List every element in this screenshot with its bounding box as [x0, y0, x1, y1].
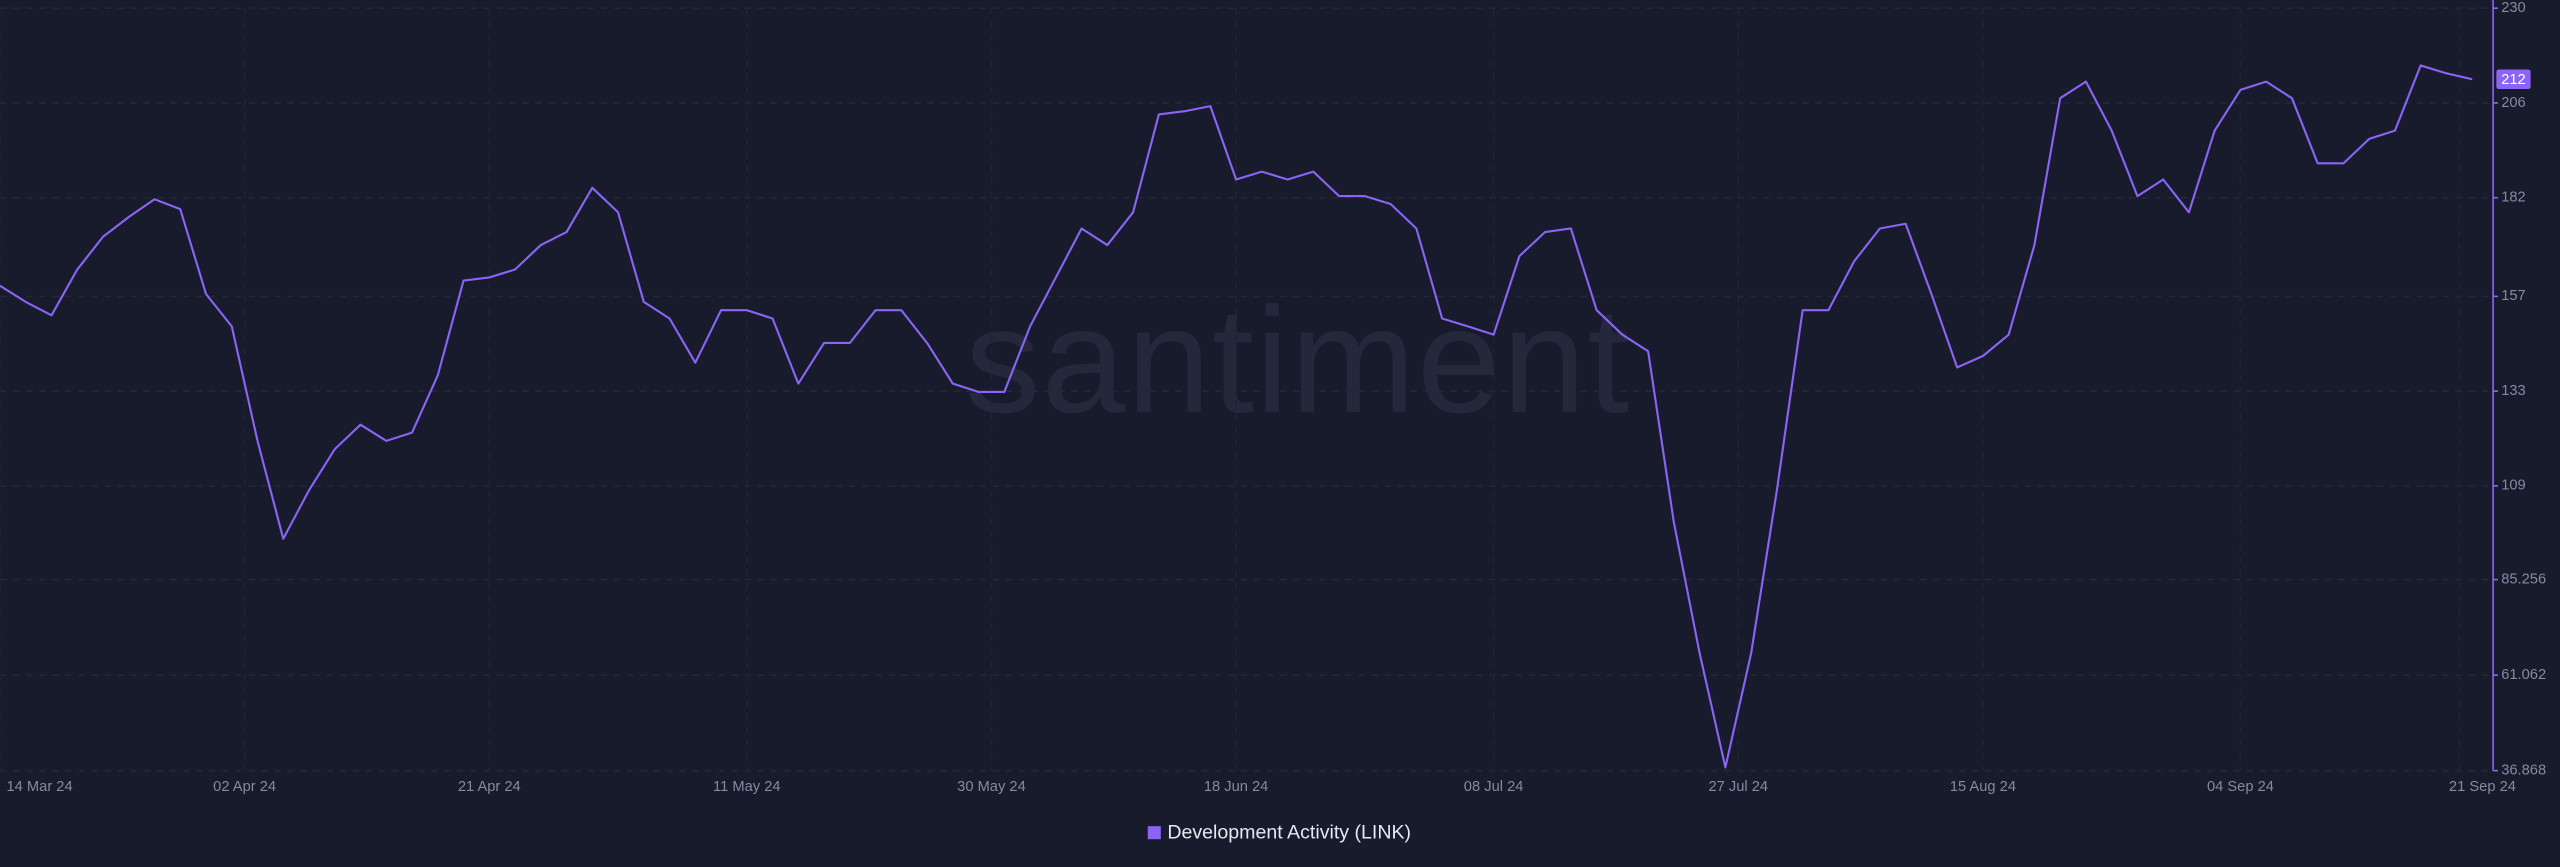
series-line: [0, 64, 2473, 769]
y-tick-label: 36.868: [2501, 763, 2546, 779]
legend: Development Activity (LINK): [1147, 822, 1411, 844]
x-tick-label: 15 Aug 24: [1950, 779, 2016, 795]
x-tick-label: 27 Jul 24: [1708, 779, 1768, 795]
x-tick-label: 30 May 24: [957, 779, 1026, 795]
y-tick-label: 85.256: [2501, 571, 2546, 587]
x-tick-label: 18 Jun 24: [1204, 779, 1269, 795]
y-tick-label: 61.062: [2501, 667, 2546, 683]
legend-swatch: [1147, 826, 1161, 840]
watermark: santiment: [965, 276, 1631, 444]
y-tick-label: 182: [2501, 190, 2526, 206]
x-tick-label: 04 Sep 24: [2207, 779, 2274, 795]
last-value-label: 212: [2501, 72, 2526, 88]
x-tick-label: 21 Sep 24: [2449, 779, 2516, 795]
y-tick-label: 206: [2501, 95, 2526, 111]
legend-label: Development Activity (LINK): [1167, 822, 1411, 844]
x-tick-label: 21 Apr 24: [458, 779, 521, 795]
x-tick-label: 14 Mar 24: [7, 779, 73, 795]
y-tick-label: 157: [2501, 288, 2526, 304]
y-tick-label: 133: [2501, 383, 2526, 399]
y-tick-label: 109: [2501, 478, 2526, 494]
x-tick-label: 11 May 24: [713, 779, 781, 795]
y-tick-label: 230: [2501, 0, 2526, 16]
x-tick-label: 02 Apr 24: [213, 779, 276, 795]
last-value-badge: [2496, 69, 2531, 90]
x-tick-label: 08 Jul 24: [1464, 779, 1524, 795]
